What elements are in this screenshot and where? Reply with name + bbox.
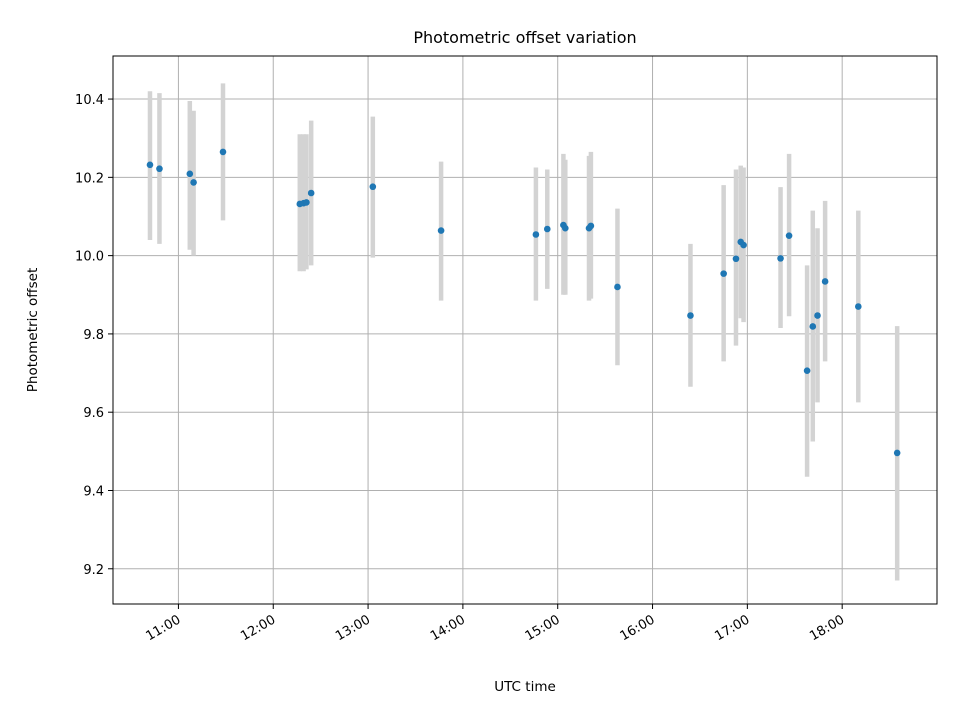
plot-frame [112, 55, 938, 605]
y-tick-label: 10.2 [75, 171, 104, 186]
data-point [803, 367, 811, 375]
data-point [561, 224, 569, 232]
data-point [369, 183, 377, 191]
data-point [732, 255, 740, 263]
data-point [532, 231, 540, 238]
y-tick-label: 9.6 [83, 406, 104, 421]
data-point [303, 199, 310, 206]
data-point [854, 303, 862, 310]
data-point [543, 225, 551, 233]
data-point [720, 270, 727, 277]
y-axis-label: Photometric offset [25, 268, 41, 392]
data-point [307, 189, 315, 197]
grid [113, 56, 937, 604]
y-tick-label: 10.0 [75, 250, 104, 265]
y-tick-label: 9.2 [83, 563, 104, 578]
data-point [614, 283, 621, 291]
data-point [437, 227, 445, 234]
data-point [809, 323, 817, 330]
y-tick-label: 9.4 [83, 484, 104, 499]
data-points [146, 148, 901, 457]
data-point [821, 278, 829, 285]
data-point [785, 232, 793, 239]
data-point [777, 255, 784, 262]
data-point [186, 170, 194, 178]
data-point [814, 312, 821, 319]
data-point [687, 312, 694, 319]
data-point [740, 241, 747, 249]
data-point [146, 161, 154, 169]
y-axis-ticks: 9.2 9.4 9.6 9.8 10.0 10.2 10.4 [75, 93, 113, 578]
data-point [893, 449, 901, 457]
y-tick-label: 9.8 [83, 328, 104, 343]
chart-title: Photometric offset variation [413, 28, 636, 47]
y-tick-label: 10.4 [75, 93, 104, 108]
data-point [190, 179, 197, 186]
data-point [219, 148, 227, 156]
data-point [587, 222, 595, 230]
data-point [156, 165, 163, 173]
x-axis-label: UTC time [494, 679, 556, 695]
